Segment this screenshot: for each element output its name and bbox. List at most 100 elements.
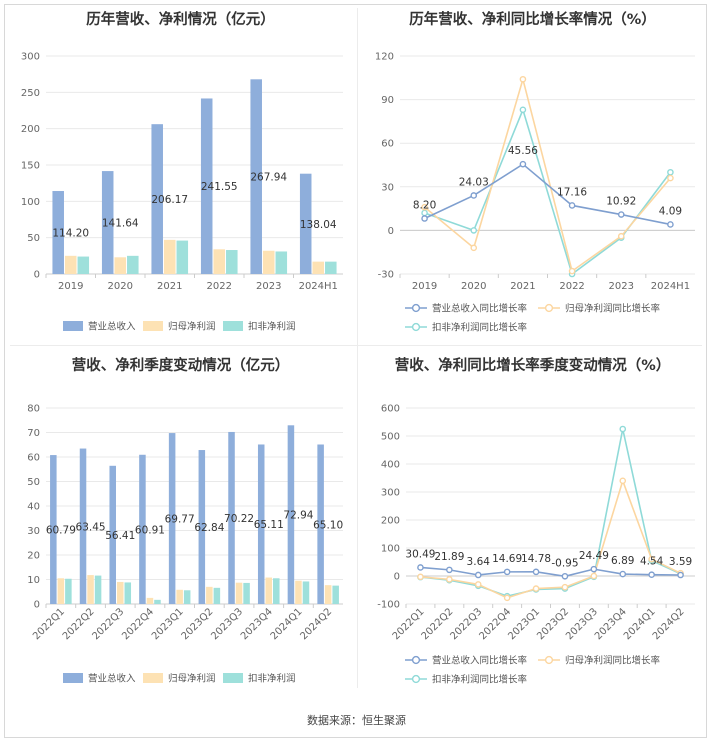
x-tick-label: 2019 xyxy=(58,281,83,292)
data-labels: 8.20 24.03 45.56 17.16 10.92 4.09 xyxy=(413,145,682,217)
bar-data-label: 65.10 xyxy=(313,519,343,531)
chart-title: 营收、净利同比增长率季度变动情况（%） xyxy=(395,356,671,374)
bar-data-label: 56.41 xyxy=(105,530,135,542)
bar-deducted-profit xyxy=(183,590,191,604)
bar-parent-profit xyxy=(206,586,213,604)
chart-marks xyxy=(417,425,684,602)
y-tick-label: -30 xyxy=(378,270,394,281)
y-tick-label: 20 xyxy=(27,551,40,562)
quarterly-growth-rate-chart: -10001002003004005006002022Q12022Q22022Q… xyxy=(377,356,695,686)
bar-parent-profit xyxy=(57,578,65,604)
y-tick-label: 30 xyxy=(27,526,40,537)
legend-label: 扣非净利润同比增长率 xyxy=(432,322,528,334)
point-data-label: 17.16 xyxy=(557,186,587,198)
legend-swatch xyxy=(63,321,83,331)
y-tick-label: 120 xyxy=(375,52,394,63)
y-tick-label: 300 xyxy=(381,488,400,499)
bar-revenue xyxy=(299,173,312,274)
series-point xyxy=(617,211,625,218)
series-point xyxy=(648,555,655,563)
x-tick-label: 2023Q1 xyxy=(150,606,186,642)
bar-data-label: 241.55 xyxy=(201,181,238,193)
bar-revenue xyxy=(257,444,265,604)
bar-parent-profit xyxy=(87,575,94,604)
bar-parent-profit xyxy=(163,239,176,274)
bar-deducted-profit xyxy=(154,599,161,604)
point-data-label: 30.49 xyxy=(405,548,435,560)
data-labels: 114.20 141.64 206.17 241.55 267.94 138.04 xyxy=(52,172,337,240)
point-data-label: 45.56 xyxy=(508,145,538,157)
bar-revenue xyxy=(198,450,206,604)
bar-parent-profit xyxy=(265,577,273,604)
legend-label: 归母净利润同比增长率 xyxy=(565,655,661,667)
series-point xyxy=(470,244,478,252)
bar-parent-profit xyxy=(116,581,124,604)
x-tick-label: 2024H1 xyxy=(299,281,338,292)
legend: 营业总收入 归母净利润 扣非净利润 xyxy=(63,673,296,685)
bar-data-label: 62.84 xyxy=(194,522,224,534)
point-data-label: -0.95 xyxy=(551,557,578,569)
quarterly-revenue-profit-chart: 0 10 20 30 40 50 60 70 80 2022Q12022Q22022Q32022Q… xyxy=(27,356,343,685)
bar-revenue xyxy=(228,431,235,604)
series-point xyxy=(619,570,627,578)
chart-marks xyxy=(52,79,337,274)
legend-marker xyxy=(411,674,421,684)
bar-revenue xyxy=(287,425,295,604)
axes: 0 50 100 150 200 250 300 2019 2020 2021 2022 2023 20… xyxy=(21,52,343,292)
bar-parent-profit xyxy=(312,261,325,274)
series-point xyxy=(677,571,684,579)
bar-revenue xyxy=(168,433,176,604)
bar-data-label: 114.20 xyxy=(52,228,89,240)
legend-swatch xyxy=(143,321,163,331)
point-data-label: 21.89 xyxy=(434,551,464,563)
series-point xyxy=(590,572,598,580)
series-point xyxy=(667,168,674,176)
series-line xyxy=(424,107,672,276)
bar-deducted-profit xyxy=(243,582,250,604)
bar-data-label: 69.77 xyxy=(165,514,195,526)
chart-marks xyxy=(50,425,339,604)
series-point xyxy=(474,571,482,579)
bar-deducted-profit xyxy=(124,582,132,604)
bar-data-label: 60.79 xyxy=(46,525,76,537)
bar-deducted-profit xyxy=(275,251,288,274)
series-point xyxy=(667,221,674,228)
series-point xyxy=(421,215,428,222)
legend-swatch xyxy=(223,673,243,683)
x-tick-label: 2024Q2 xyxy=(651,606,687,642)
bar-data-label: 60.91 xyxy=(135,524,165,536)
legend-marker xyxy=(544,303,554,313)
y-tick-label: 150 xyxy=(21,161,40,172)
series-point xyxy=(619,477,627,485)
series-line xyxy=(424,163,671,226)
x-tick-label: 2021 xyxy=(510,281,535,292)
bar-data-label: 63.45 xyxy=(76,521,106,533)
chart-title: 历年营收、净利同比增长率情况（%） xyxy=(409,10,656,28)
legend-label: 营业总收入同比增长率 xyxy=(432,655,528,667)
bar-revenue xyxy=(151,124,163,274)
series-point xyxy=(667,174,674,182)
legend-swatch xyxy=(63,673,83,683)
series-point xyxy=(519,75,527,83)
y-tick-label: 30 xyxy=(381,182,394,193)
y-tick-label: 100 xyxy=(21,197,40,208)
series-line xyxy=(420,478,681,599)
y-tick-label: 50 xyxy=(27,233,40,244)
point-data-label: 3.64 xyxy=(467,556,491,568)
bar-revenue xyxy=(79,448,87,604)
point-data-label: 8.20 xyxy=(413,199,436,211)
series-point xyxy=(421,203,428,211)
point-data-label: 24.49 xyxy=(579,550,609,562)
legend-label: 归母净利润同比增长率 xyxy=(565,303,661,315)
bar-parent-profit xyxy=(235,582,243,604)
bar-revenue xyxy=(250,79,262,274)
y-tick-label: 60 xyxy=(381,139,394,150)
point-data-label: 14.78 xyxy=(521,553,551,565)
legend-label: 扣非净利润同比增长率 xyxy=(432,674,528,686)
bar-parent-profit xyxy=(146,597,154,604)
vertical-divider xyxy=(357,8,358,688)
point-data-label: 4.54 xyxy=(640,556,664,568)
